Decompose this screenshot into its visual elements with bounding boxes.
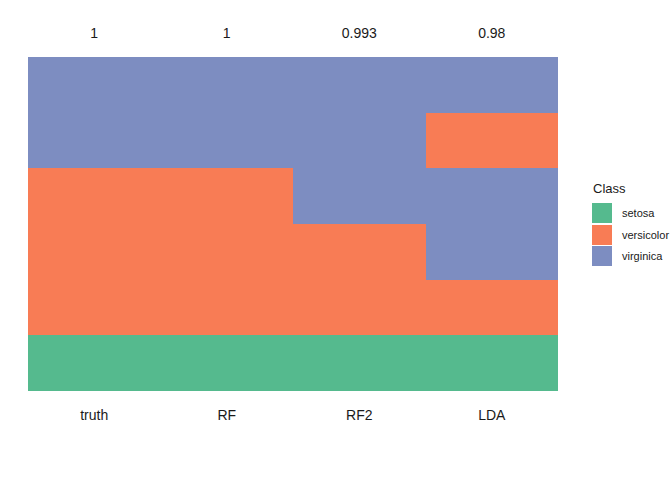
legend-item-setosa: setosa <box>592 203 669 223</box>
legend-title: Class <box>593 181 669 196</box>
segment-setosa <box>293 335 426 391</box>
legend-items: setosa versicolor virginica <box>592 203 669 266</box>
segment-versicolor <box>426 280 559 336</box>
accuracy-label-truth: 1 <box>28 26 161 41</box>
segment-versicolor <box>293 224 426 335</box>
column-truth <box>28 57 161 391</box>
column-RF2 <box>293 57 426 391</box>
segment-setosa <box>161 335 294 391</box>
x-axis-labels-row: truthRFRF2LDA <box>28 408 558 423</box>
x-axis-label-RF2: RF2 <box>293 408 426 423</box>
accuracy-label-RF: 1 <box>161 26 294 41</box>
segment-virginica <box>28 57 161 168</box>
segment-versicolor <box>28 168 161 335</box>
accuracy-label-LDA: 0.98 <box>426 26 559 41</box>
segment-versicolor <box>426 113 559 169</box>
x-axis-label-RF: RF <box>161 408 294 423</box>
x-axis-label-LDA: LDA <box>426 408 559 423</box>
segment-setosa <box>426 335 559 391</box>
segment-setosa <box>28 335 161 391</box>
column-LDA <box>426 57 559 391</box>
column-RF <box>161 57 294 391</box>
legend-key-versicolor <box>592 225 612 245</box>
prediction-comparison-chart: 110.9930.98 truthRFRF2LDA Class setosave… <box>0 0 672 480</box>
segment-virginica <box>293 57 426 224</box>
segment-virginica <box>426 168 559 279</box>
accuracy-labels-row: 110.9930.98 <box>28 26 558 41</box>
plot-area <box>28 57 558 391</box>
segment-virginica <box>426 57 559 113</box>
x-axis-label-truth: truth <box>28 408 161 423</box>
legend-item-versicolor: versicolor <box>592 225 669 245</box>
legend-key-virginica <box>592 246 612 266</box>
legend: Class setosa versicolor virginica <box>592 181 669 268</box>
segment-versicolor <box>161 168 294 335</box>
legend-label-setosa: setosa <box>622 207 654 219</box>
segment-virginica <box>161 57 294 168</box>
legend-key-setosa <box>592 203 612 223</box>
legend-label-versicolor: versicolor <box>622 229 669 241</box>
legend-label-virginica: virginica <box>622 250 662 262</box>
legend-item-virginica: virginica <box>592 246 669 266</box>
accuracy-label-RF2: 0.993 <box>293 26 426 41</box>
